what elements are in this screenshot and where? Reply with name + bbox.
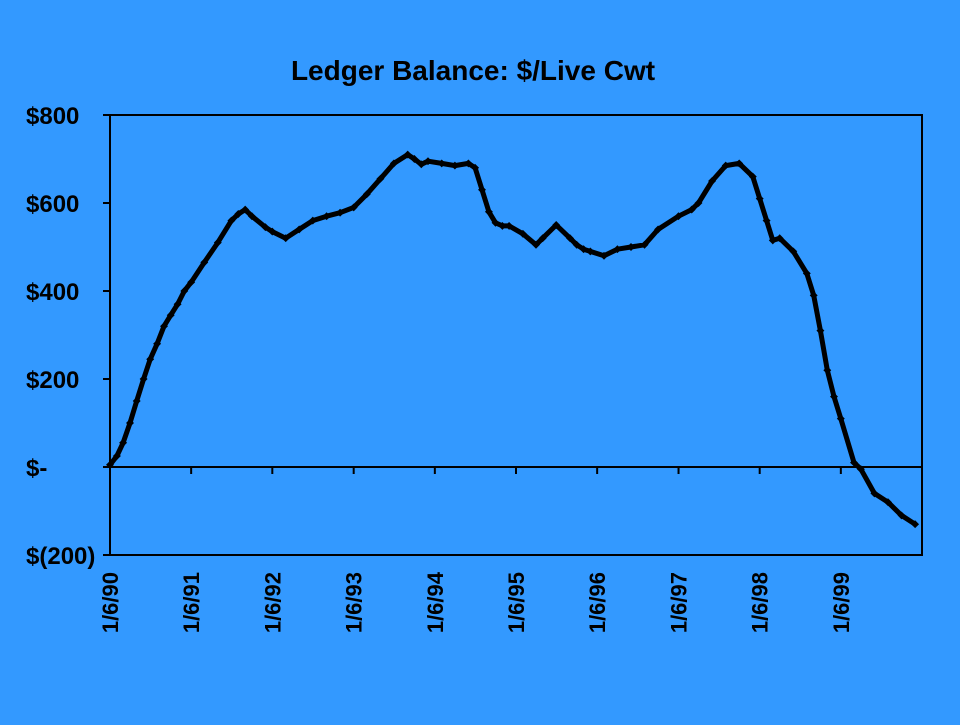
x-tick-label: 1/6/98 bbox=[748, 572, 773, 633]
data-point-marker bbox=[566, 234, 574, 243]
data-point-marker bbox=[389, 159, 398, 168]
data-point-marker bbox=[281, 234, 290, 243]
data-point-marker bbox=[268, 227, 277, 236]
x-tick-label: 1/6/93 bbox=[342, 572, 367, 633]
data-point-marker bbox=[153, 339, 162, 348]
x-tick-label: 1/6/96 bbox=[585, 572, 610, 633]
data-point-marker bbox=[775, 234, 784, 243]
data-point-marker bbox=[579, 245, 588, 254]
data-point-marker bbox=[200, 258, 209, 267]
data-point-marker bbox=[464, 159, 473, 168]
y-tick-label: $800 bbox=[26, 103, 79, 130]
data-point-marker bbox=[518, 229, 527, 238]
data-point-marker bbox=[362, 190, 371, 199]
data-point-marker bbox=[687, 205, 696, 214]
data-point-marker bbox=[478, 185, 486, 194]
data-point-marker bbox=[708, 177, 717, 185]
data-point-marker bbox=[132, 397, 141, 405]
x-tick-label: 1/6/94 bbox=[423, 571, 448, 633]
data-point-marker bbox=[450, 161, 459, 170]
data-point-marker bbox=[870, 489, 879, 498]
data-point-marker bbox=[830, 392, 838, 401]
data-point-marker bbox=[674, 212, 683, 221]
x-tick-label: 1/6/97 bbox=[667, 572, 692, 633]
data-point-marker bbox=[823, 366, 832, 375]
data-point-marker bbox=[762, 216, 771, 225]
data-point-marker bbox=[627, 243, 635, 251]
data-point-marker bbox=[484, 207, 493, 216]
data-point-marker bbox=[613, 245, 622, 254]
y-tick-label: $- bbox=[26, 455, 47, 482]
data-point-marker bbox=[160, 322, 168, 331]
data-point-marker bbox=[424, 157, 432, 166]
data-point-marker bbox=[234, 210, 243, 218]
data-point-marker bbox=[856, 465, 865, 474]
data-point-marker bbox=[816, 326, 825, 335]
data-point-marker bbox=[532, 240, 540, 249]
data-point-marker bbox=[748, 172, 757, 181]
data-point-marker bbox=[376, 174, 385, 183]
y-tick-label: $(200) bbox=[26, 543, 95, 570]
data-point-marker bbox=[146, 355, 155, 364]
axes: $800 $600 $400 $200 $- $(200)1/6/90 1/6/91 1/6/… bbox=[26, 103, 923, 633]
data-point-marker bbox=[850, 458, 858, 467]
x-tick-label: 1/6/95 bbox=[504, 572, 529, 633]
data-point-marker bbox=[538, 234, 547, 243]
data-point-marker bbox=[572, 240, 581, 249]
data-point-marker bbox=[180, 287, 189, 295]
x-tick-label: 1/6/92 bbox=[260, 572, 285, 633]
data-point-marker bbox=[227, 216, 236, 225]
data-point-marker bbox=[600, 251, 608, 260]
x-tick-label: 1/6/91 bbox=[179, 572, 204, 633]
data-point-marker bbox=[241, 205, 250, 214]
data-point-marker bbox=[308, 216, 317, 225]
data-point-marker bbox=[755, 194, 764, 203]
data-point-marker bbox=[247, 212, 256, 221]
data-point-marker bbox=[491, 218, 500, 227]
data-point-marker bbox=[836, 414, 845, 423]
data-point-marker bbox=[403, 150, 412, 159]
data-point-marker bbox=[126, 419, 134, 427]
y-tick-label: $200 bbox=[26, 367, 79, 394]
data-point-marker bbox=[187, 278, 196, 287]
data-point-marker bbox=[166, 311, 175, 320]
data-point-marker bbox=[173, 300, 182, 309]
x-tick-label: 1/6/99 bbox=[829, 572, 854, 633]
data-point-marker bbox=[417, 160, 426, 169]
data-point-marker bbox=[336, 208, 345, 217]
data-point-marker bbox=[897, 511, 906, 520]
data-point-marker bbox=[410, 155, 419, 163]
chart-title: Ledger Balance: $/Live Cwt bbox=[291, 55, 655, 86]
data-point-marker bbox=[261, 223, 270, 232]
data-point-marker bbox=[498, 221, 507, 230]
y-tick-label: $400 bbox=[26, 279, 79, 306]
data-point-marker bbox=[721, 161, 730, 170]
y-tick-label: $600 bbox=[26, 191, 79, 218]
x-tick-label: 1/6/90 bbox=[98, 572, 123, 633]
data-point-marker bbox=[694, 199, 703, 207]
data-point-marker bbox=[640, 240, 649, 249]
plot-area-frame bbox=[109, 114, 923, 556]
data-point-marker bbox=[322, 212, 331, 221]
data-point-marker bbox=[213, 238, 222, 247]
data-point-marker bbox=[552, 221, 561, 229]
data-point-marker bbox=[139, 375, 148, 383]
data-point-marker bbox=[884, 498, 892, 507]
data-point-marker bbox=[471, 163, 480, 172]
